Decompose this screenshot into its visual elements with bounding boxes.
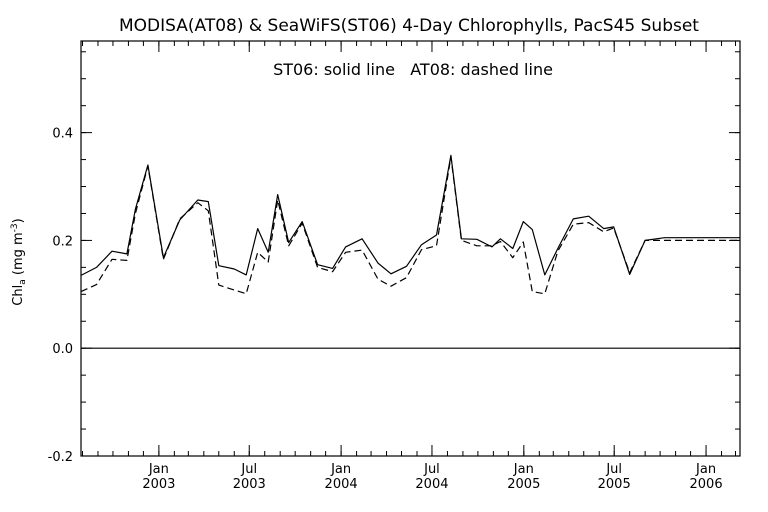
x-tick-year: 2003 bbox=[233, 477, 266, 492]
x-tick-year: 2004 bbox=[325, 477, 358, 492]
x-tick-year: 2003 bbox=[142, 477, 175, 492]
y-tick-label: 0.2 bbox=[52, 234, 73, 249]
legend-annotation: ST06: solid line AT08: dashed line bbox=[273, 60, 553, 79]
series-line-st06 bbox=[80, 154, 740, 276]
x-tick-month: Jul bbox=[423, 462, 440, 477]
y-tick-label: -0.2 bbox=[48, 450, 73, 465]
x-tick-month: Jan bbox=[513, 462, 534, 477]
y-tick-label: 0.4 bbox=[52, 127, 73, 142]
chart-title: MODISA(AT08) & SeaWiFS(ST06) 4-Day Chlor… bbox=[119, 16, 699, 36]
x-tick-month: Jan bbox=[695, 462, 716, 477]
series-line-at08 bbox=[80, 156, 740, 295]
series-lines bbox=[80, 154, 740, 349]
x-tick-year: 2005 bbox=[507, 477, 540, 492]
x-tick-year: 2004 bbox=[415, 477, 448, 492]
y-label-units-close: ) bbox=[11, 218, 26, 223]
axis-ticks: -0.20.00.20.4Jan2003Jul2003Jan2004Jul200… bbox=[48, 41, 740, 492]
y-label-units-superscript: -3 bbox=[10, 223, 20, 232]
plot-frame bbox=[80, 40, 741, 457]
x-tick-month: Jan bbox=[330, 462, 351, 477]
x-tick-year: 2006 bbox=[690, 477, 723, 492]
x-tick-year: 2005 bbox=[598, 477, 631, 492]
x-tick-month: Jul bbox=[605, 462, 622, 477]
x-tick-month: Jul bbox=[240, 462, 257, 477]
y-label-subscript: a bbox=[18, 279, 28, 285]
x-tick-month: Jan bbox=[148, 462, 169, 477]
y-axis-label: Chla (mg m-3) bbox=[10, 218, 28, 305]
y-label-units: (mg m bbox=[11, 232, 26, 279]
y-label-main: Chl bbox=[11, 285, 26, 306]
y-tick-label: 0.0 bbox=[52, 342, 73, 357]
